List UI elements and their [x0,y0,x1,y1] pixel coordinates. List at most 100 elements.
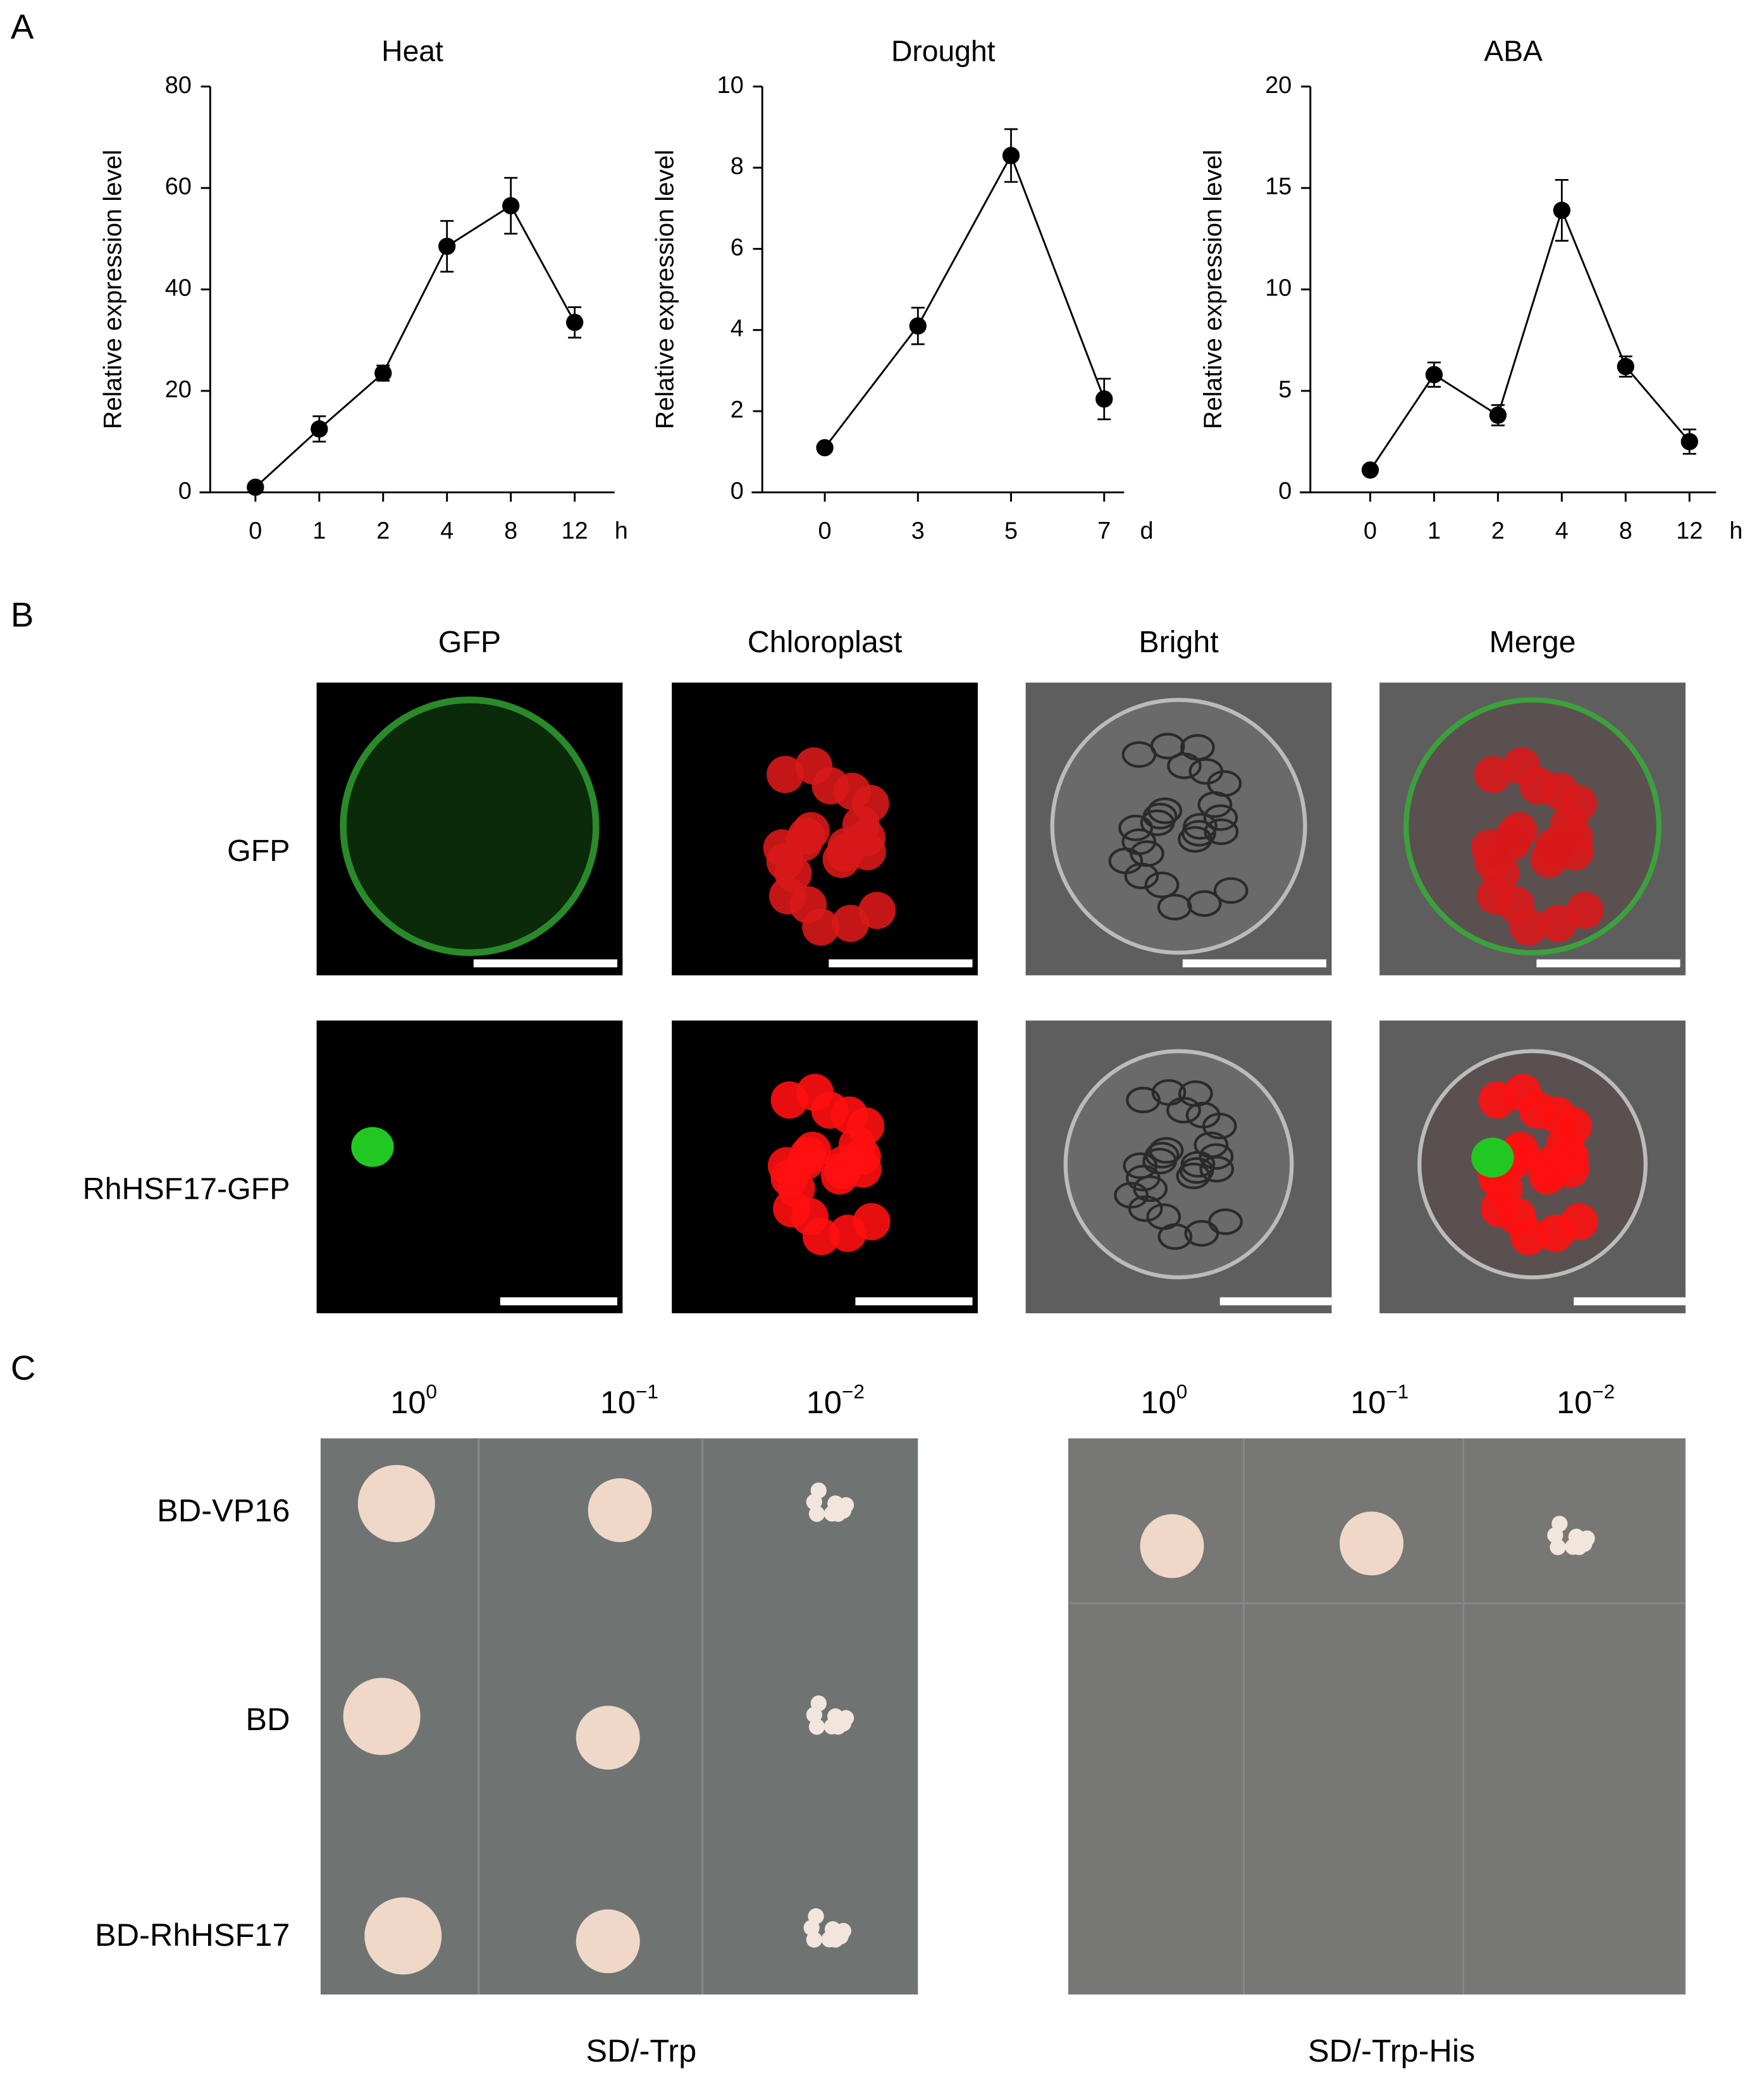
colony [803,1919,820,1936]
colony [588,1478,652,1542]
x-tick-label: 0 [249,517,262,544]
gfp-ring [1403,697,1662,956]
column-header: Merge [1489,625,1576,659]
chloroplast [802,908,840,946]
micrograph [1025,683,1332,975]
chloroplast [1555,1107,1593,1145]
scale-bar [473,959,617,968]
data-line [1369,207,1691,471]
colony [837,1497,854,1513]
nucleus [1471,1137,1514,1178]
colony [1340,1511,1404,1576]
organelle [1114,1182,1149,1209]
organelle [1142,803,1178,830]
scale-bar [1219,1297,1332,1306]
micrograph [1379,683,1686,975]
chloroplast [1500,812,1538,850]
x-unit: h [1729,517,1742,544]
chloroplast [794,1132,832,1169]
dilution-base: 10 [1350,1385,1386,1421]
data-point [816,439,834,457]
scale-bar [855,1297,973,1306]
chloroplast [767,755,804,793]
colony [806,1494,822,1510]
micrograph [1025,1020,1332,1314]
data-point [311,420,328,438]
organelle [1108,847,1144,874]
x-tick-label: 1 [312,517,326,544]
colony [364,1897,442,1975]
dilution-label: 10−2 [1557,1380,1615,1421]
dilution-label: 10−2 [806,1380,865,1421]
organelle [1187,890,1222,917]
dilution-base: 10 [806,1385,842,1421]
micrograph [316,683,623,975]
y-tick-label: 10 [717,72,744,99]
scale-bar [829,959,973,968]
chloroplast [1510,1218,1548,1256]
micrograph [1379,1020,1686,1314]
scale-bar [500,1297,617,1306]
y-axis-label: Relative expression level [99,150,126,430]
organelle [1150,733,1185,760]
scale-bar [1536,959,1681,968]
image-bg [316,1020,623,1314]
chloroplast [1510,908,1548,946]
organelle [1126,1165,1161,1192]
data-point [1095,390,1113,408]
strain-label: BD-RhHSF17 [95,1917,290,1953]
y-tick-label: 20 [165,376,192,403]
colony [806,1707,822,1723]
colony [1547,1527,1564,1543]
micrograph [316,1020,623,1314]
y-tick-label: 20 [1265,72,1292,99]
strain-label: BD [245,1701,290,1737]
panel-label: B [11,595,34,634]
organelle [1199,1143,1234,1170]
chloroplast [768,877,806,915]
chloroplast [1481,1190,1518,1228]
chloroplast [1551,1150,1589,1188]
chloroplast [844,1150,882,1188]
y-tick-label: 10 [1265,275,1292,302]
x-tick-label: 1 [1428,517,1441,544]
y-axis-label: Relative expression level [651,150,679,430]
chart-title: Drought [891,34,996,67]
dilution-label: 10−1 [600,1380,658,1421]
x-tick-label: 0 [1364,517,1377,544]
row-label: GFP [227,834,290,868]
data-point [438,237,456,256]
colony [1579,1530,1595,1547]
dilution-exponent: −2 [842,1380,865,1403]
dilution-base: 10 [390,1385,426,1421]
y-tick-label: 4 [731,316,744,342]
nucleus [351,1127,394,1167]
data-point [1553,201,1570,220]
dilution-base: 10 [1557,1385,1592,1421]
colony [806,1931,822,1948]
chloroplast [1503,747,1541,785]
data-point [1361,461,1379,479]
y-tick-label: 2 [731,397,744,423]
y-tick-label: 15 [1265,173,1292,200]
micrograph [672,683,978,975]
organelle [1151,1079,1187,1106]
scale-bar [1574,1297,1686,1306]
chloroplast [795,747,833,785]
x-tick-label: 2 [376,517,390,544]
x-tick-label: 5 [1004,517,1018,544]
y-tick-label: 8 [731,153,744,180]
chloroplast [848,832,886,870]
y-tick-label: 60 [165,173,192,200]
organelle [1184,1220,1219,1247]
x-tick-label: 4 [440,517,453,544]
organelle [1199,1156,1235,1183]
cell [1063,1049,1294,1280]
chloroplast [802,1218,840,1256]
y-axis-label: Relative expression level [1199,150,1227,430]
data-point [1617,357,1634,376]
chloroplast [763,829,801,867]
dilution-exponent: 0 [426,1380,437,1403]
chloroplast [851,784,889,822]
